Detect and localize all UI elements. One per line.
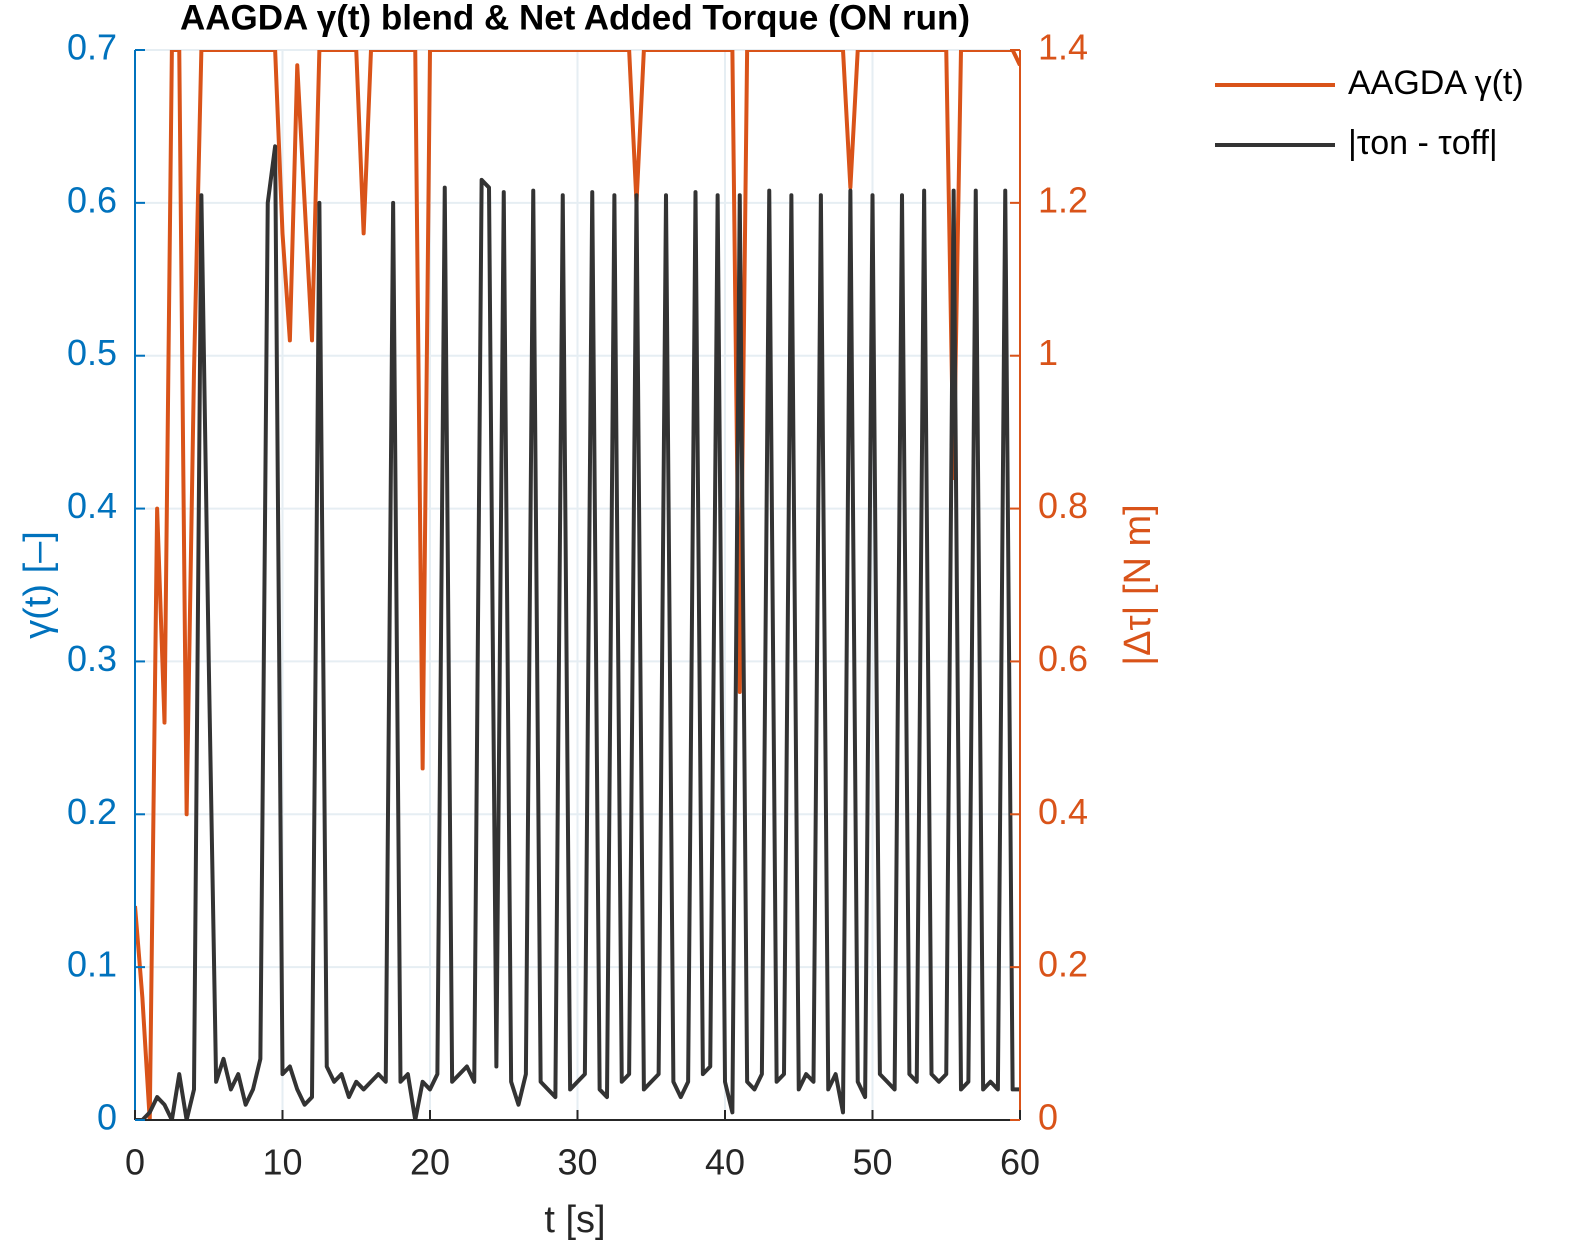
chart-title: AAGDA γ(t) blend & Net Added Torque (ON …: [180, 0, 970, 37]
y-tick-label: 0.3: [67, 638, 117, 679]
y-tick-label: 0: [97, 1097, 117, 1138]
y-tick-label: 0.1: [67, 944, 117, 985]
x-tick-label: 40: [705, 1142, 745, 1183]
x-tick-label: 10: [262, 1142, 302, 1183]
x-tick-label: 20: [410, 1142, 450, 1183]
y-tick-label: 0.6: [67, 179, 117, 220]
legend-label: |τon - τoff|: [1348, 124, 1498, 162]
y-tick-label: 0.4: [67, 485, 117, 526]
y2-tick-label: 0.4: [1038, 791, 1088, 832]
x-tick-label: 0: [125, 1142, 145, 1183]
legend-label: AAGDA γ(t): [1348, 64, 1524, 102]
x-tick-label: 60: [1000, 1142, 1040, 1183]
y-tick-label: 0.7: [67, 27, 117, 68]
x-tick-label: 30: [557, 1142, 597, 1183]
y2-tick-label: 0.8: [1038, 485, 1088, 526]
data-line: [135, 50, 1020, 1120]
data-line: [135, 144, 1020, 1120]
y2-tick-label: 1.4: [1038, 27, 1088, 68]
plot-area: [135, 50, 1020, 1120]
y-tick-label: 0.2: [67, 791, 117, 832]
y2-tick-label: 0: [1038, 1097, 1058, 1138]
y2-tick-label: 1: [1038, 332, 1058, 373]
y-axis-label: γ(t) [–]: [17, 531, 59, 639]
x-axis-label: t [s]: [544, 1199, 605, 1241]
y-tick-label: 0.5: [67, 332, 117, 373]
y2-tick-label: 1.2: [1038, 179, 1088, 220]
x-tick-label: 50: [852, 1142, 892, 1183]
y2-tick-label: 0.6: [1038, 638, 1088, 679]
y2-tick-label: 0.2: [1038, 944, 1088, 985]
y2-axis-label: |Δτ| [N m]: [1117, 504, 1159, 665]
